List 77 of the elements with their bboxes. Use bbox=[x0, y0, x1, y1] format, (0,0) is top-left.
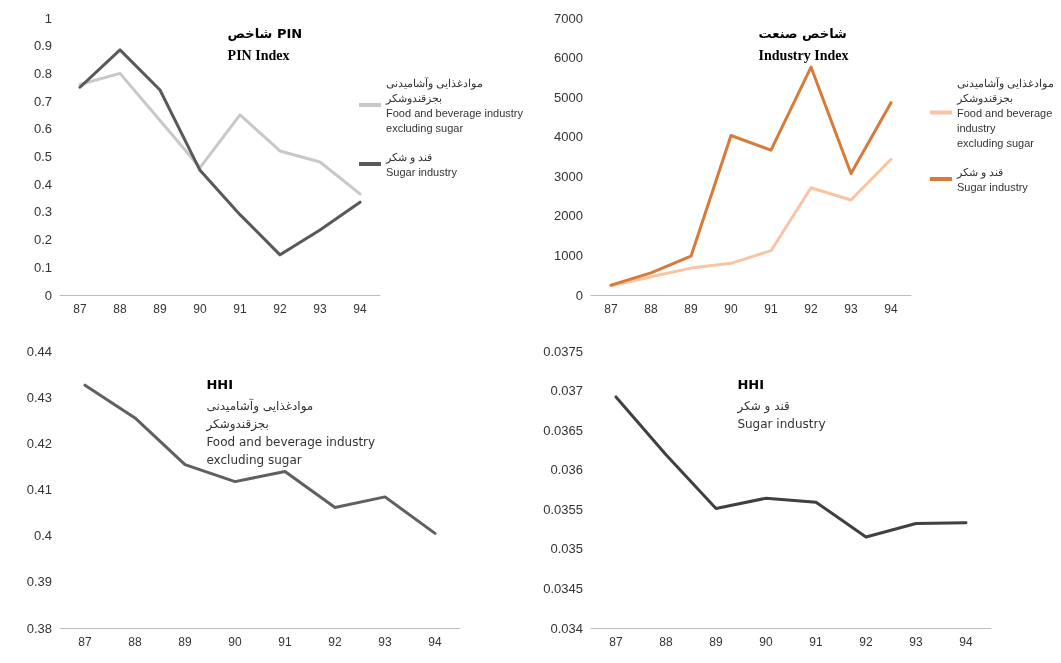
text: HHI bbox=[737, 377, 765, 392]
text: HHI bbox=[206, 377, 234, 392]
y-tick-label: 0.39 bbox=[26, 574, 52, 590]
y-tick-label: 7000 bbox=[554, 10, 583, 26]
y-tick-label: 0.5 bbox=[33, 149, 52, 164]
text: Industry Index bbox=[758, 47, 849, 63]
x-tick-label: 88 bbox=[113, 302, 127, 316]
y-tick-label: 0.2 bbox=[33, 232, 52, 248]
y-tick-label: 0.42 bbox=[26, 435, 52, 451]
x-tick-label: 91 bbox=[764, 302, 778, 316]
line-series bbox=[614, 395, 968, 539]
x-tick-label: 89 bbox=[709, 635, 723, 649]
x-tick-label: 88 bbox=[128, 635, 142, 649]
y-tick-label: 0.44 bbox=[26, 343, 52, 359]
y-tick-label: 3000 bbox=[554, 168, 583, 184]
text: PIN Index bbox=[227, 47, 290, 63]
x-tick-label: 94 bbox=[959, 635, 973, 649]
x-tick-label: 94 bbox=[428, 635, 442, 649]
y-tick-label: 0.1 bbox=[33, 259, 52, 275]
x-tick-label: 93 bbox=[909, 635, 923, 649]
x-tick-label: 91 bbox=[809, 635, 823, 649]
line-series bbox=[78, 48, 362, 257]
y-tick-label: 0.034 bbox=[550, 620, 583, 636]
y-tick-label: 0.7 bbox=[33, 93, 52, 109]
line-series bbox=[609, 65, 893, 287]
text: شاخص PIN bbox=[227, 26, 303, 41]
x-tick-label: 89 bbox=[684, 302, 698, 316]
line-series bbox=[78, 71, 362, 196]
x-tick-label: 87 bbox=[73, 302, 87, 316]
x-tick-label: 87 bbox=[604, 302, 618, 316]
y-tick-label: 6000 bbox=[554, 50, 583, 66]
y-tick-label: 4000 bbox=[554, 129, 583, 145]
x-tick-label: 91 bbox=[233, 302, 247, 316]
y-tick-label: 0.035 bbox=[550, 541, 583, 557]
y-tick-label: 0.4 bbox=[33, 528, 52, 544]
x-tick-label: 94 bbox=[353, 302, 367, 316]
y-tick-label: 0 bbox=[44, 287, 52, 303]
y-tick-label: 0.0375 bbox=[543, 343, 583, 359]
x-tick-label: 90 bbox=[724, 302, 738, 316]
y-tick-label: 0.036 bbox=[550, 462, 583, 478]
x-tick-label: 92 bbox=[859, 635, 873, 649]
y-tick-label: 0.38 bbox=[26, 620, 52, 636]
y-tick-label: 0.41 bbox=[26, 482, 52, 497]
x-tick-label: 90 bbox=[228, 635, 242, 649]
x-tick-label: 89 bbox=[153, 302, 167, 316]
text: شاخص صنعت bbox=[758, 26, 847, 41]
y-tick-label: 0.3 bbox=[33, 204, 52, 220]
x-tick-label: 87 bbox=[609, 635, 623, 649]
x-tick-label: 89 bbox=[178, 635, 192, 649]
y-tick-label: 0.6 bbox=[33, 121, 52, 137]
x-tick-label: 90 bbox=[759, 635, 773, 649]
y-tick-label: 0.9 bbox=[33, 38, 52, 54]
y-tick-label: 0.037 bbox=[550, 383, 583, 399]
x-tick-label: 92 bbox=[804, 302, 818, 316]
x-tick-label: 92 bbox=[328, 635, 342, 649]
y-tick-label: 1 bbox=[44, 10, 52, 26]
y-tick-label: 0.0355 bbox=[543, 501, 583, 517]
y-tick-label: 1000 bbox=[554, 247, 583, 263]
x-tick-label: 94 bbox=[884, 302, 898, 316]
y-tick-label: 0.0365 bbox=[543, 422, 583, 438]
x-tick-label: 88 bbox=[659, 635, 673, 649]
y-tick-label: 5000 bbox=[554, 89, 583, 105]
line-series bbox=[609, 157, 893, 288]
x-tick-label: 91 bbox=[278, 635, 292, 649]
y-tick-label: 0.0345 bbox=[543, 580, 583, 596]
x-tick-label: 93 bbox=[844, 302, 858, 316]
x-tick-label: 92 bbox=[273, 302, 287, 316]
x-tick-label: 87 bbox=[78, 635, 92, 649]
x-tick-label: 88 bbox=[644, 302, 658, 316]
y-tick-label: 0 bbox=[575, 287, 583, 303]
y-tick-label: 0.4 bbox=[33, 176, 52, 192]
x-tick-label: 93 bbox=[378, 635, 392, 649]
x-tick-label: 93 bbox=[313, 302, 327, 316]
y-tick-label: 2000 bbox=[554, 208, 583, 224]
x-tick-label: 90 bbox=[193, 302, 207, 316]
y-tick-label: 0.43 bbox=[26, 389, 52, 405]
y-tick-label: 0.8 bbox=[33, 65, 52, 81]
